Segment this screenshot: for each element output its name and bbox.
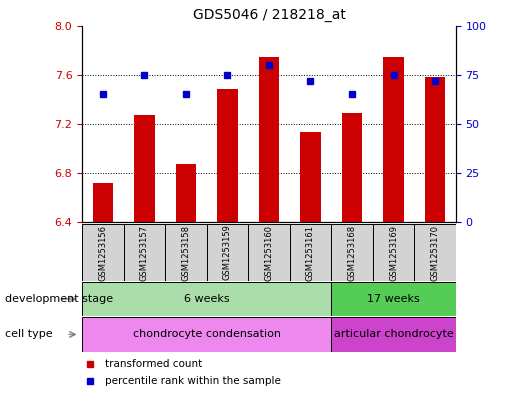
Bar (123, 224, 165, 281)
Text: GSM1253161: GSM1253161 (306, 224, 315, 281)
Bar (165, 224, 207, 281)
Bar (331, 224, 373, 281)
Bar (82, 282, 331, 316)
Bar (373, 224, 414, 281)
Bar (290, 224, 331, 281)
Text: GSM1253169: GSM1253169 (389, 224, 398, 281)
Text: GSM1253157: GSM1253157 (140, 224, 149, 281)
Bar (425, 77, 445, 222)
Text: 6 weeks: 6 weeks (184, 294, 229, 304)
Text: articular chondrocyte: articular chondrocyte (334, 329, 453, 340)
Bar (175, 164, 196, 222)
Text: percentile rank within the sample: percentile rank within the sample (104, 376, 280, 386)
Bar (217, 89, 238, 222)
Bar (134, 115, 155, 222)
Bar (383, 57, 404, 222)
Bar (93, 183, 113, 222)
Bar (342, 113, 363, 222)
Bar (331, 282, 456, 316)
Text: cell type: cell type (5, 329, 53, 340)
Text: GSM1253159: GSM1253159 (223, 224, 232, 281)
Text: GSM1253170: GSM1253170 (430, 224, 439, 281)
Title: GDS5046 / 218218_at: GDS5046 / 218218_at (192, 8, 346, 22)
Text: chondrocyte condensation: chondrocyte condensation (132, 329, 281, 340)
Bar (259, 57, 279, 222)
Text: GSM1253168: GSM1253168 (348, 224, 357, 281)
Text: 17 weeks: 17 weeks (367, 294, 420, 304)
Bar (300, 132, 321, 222)
Bar (82, 224, 123, 281)
Bar (207, 224, 248, 281)
Bar (82, 317, 331, 352)
Text: GSM1253158: GSM1253158 (181, 224, 190, 281)
Text: transformed count: transformed count (104, 358, 202, 369)
Text: development stage: development stage (5, 294, 113, 304)
Text: GSM1253156: GSM1253156 (99, 224, 108, 281)
Bar (414, 224, 456, 281)
Bar (331, 317, 456, 352)
Text: GSM1253160: GSM1253160 (264, 224, 273, 281)
Bar (248, 224, 290, 281)
